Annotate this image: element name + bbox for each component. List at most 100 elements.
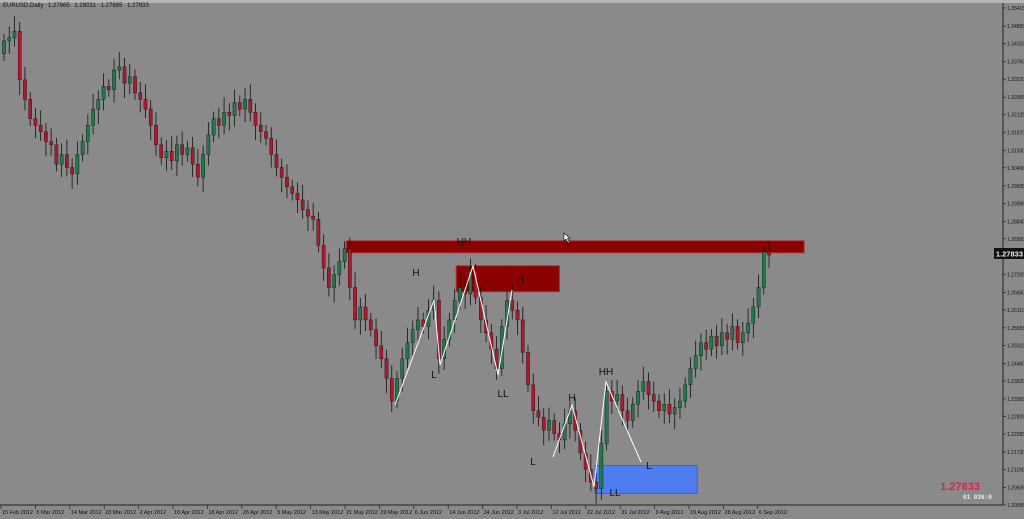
bull-candle-body bbox=[342, 248, 347, 262]
candle bbox=[33, 107, 38, 139]
bear-candle-body bbox=[70, 167, 74, 175]
bear-candle-body bbox=[44, 131, 48, 142]
bull-candle-body bbox=[175, 144, 179, 162]
bear-candle-body bbox=[264, 131, 268, 139]
bear-candle-body bbox=[258, 125, 263, 132]
bull-candle-body bbox=[127, 76, 132, 84]
bull-candle-body bbox=[96, 99, 101, 110]
bar-timer: 01 036:0 bbox=[963, 494, 992, 501]
candle bbox=[143, 84, 148, 119]
candle bbox=[222, 97, 226, 135]
candle bbox=[714, 325, 719, 359]
y-tick-label: 1.24460 bbox=[1007, 361, 1024, 367]
candle bbox=[662, 393, 667, 424]
candle bbox=[138, 81, 143, 113]
bull-candle-body bbox=[211, 118, 216, 136]
bear-candle-body bbox=[180, 144, 184, 155]
bear-candle-body bbox=[274, 154, 279, 168]
time-axis bbox=[0, 506, 1024, 519]
bear-candle-body bbox=[379, 345, 384, 360]
bear-candle-body bbox=[321, 245, 326, 269]
x-tick-label: 9 Aug 2012 bbox=[656, 510, 684, 516]
candle bbox=[730, 313, 735, 351]
swing-label: HH bbox=[457, 237, 471, 248]
bull-candle-body bbox=[337, 261, 342, 275]
bear-candle-body bbox=[594, 481, 598, 489]
candle bbox=[725, 323, 729, 355]
x-tick-label: 10 Apr 2012 bbox=[174, 510, 204, 516]
y-tick-label: 1.25555 bbox=[1007, 326, 1024, 332]
open-value: 1.27665 bbox=[48, 3, 70, 9]
candle bbox=[358, 297, 363, 335]
x-tick-label: 12 Jul 2012 bbox=[552, 510, 580, 516]
bear-candle-body bbox=[536, 410, 541, 418]
swing-label: H bbox=[568, 393, 575, 404]
bull-candle-body bbox=[91, 108, 95, 126]
candle bbox=[342, 241, 347, 269]
candle bbox=[180, 131, 184, 166]
candle bbox=[741, 321, 745, 356]
candle bbox=[248, 84, 253, 122]
bull-candle-body bbox=[405, 342, 410, 360]
y-tick-label: 1.34315 bbox=[1007, 42, 1024, 48]
candle bbox=[321, 234, 326, 281]
bull-candle-body bbox=[86, 125, 90, 142]
y-tick-label: 1.32665 bbox=[1007, 95, 1024, 101]
candle bbox=[300, 184, 305, 219]
bull-candle-body bbox=[693, 355, 698, 369]
candle bbox=[400, 347, 405, 392]
bear-candle-body bbox=[515, 309, 520, 321]
swing-label: L bbox=[530, 457, 536, 468]
bull-candle-body bbox=[332, 274, 336, 288]
candle bbox=[547, 407, 551, 442]
candle bbox=[327, 253, 331, 297]
candle bbox=[7, 26, 12, 54]
bear-candle-body bbox=[369, 319, 373, 330]
candle bbox=[164, 140, 169, 171]
candle bbox=[526, 345, 530, 392]
bull-candle-body bbox=[410, 329, 415, 343]
bull-candle-body bbox=[222, 112, 226, 126]
candle bbox=[44, 122, 48, 157]
bull-candle-body bbox=[741, 332, 745, 343]
swing-label: L bbox=[646, 461, 652, 472]
candle bbox=[631, 397, 635, 428]
top-bar bbox=[0, 0, 1024, 3]
candle bbox=[410, 320, 415, 358]
candle bbox=[316, 212, 321, 253]
y-tick-label: 1.29395 bbox=[1007, 201, 1024, 207]
candle bbox=[28, 92, 33, 126]
x-tick-label: 22 Jul 2012 bbox=[587, 510, 615, 516]
bear-candle-body bbox=[311, 215, 315, 220]
y-tick-label: 1.27205 bbox=[1007, 272, 1024, 278]
bear-candle-body bbox=[269, 138, 274, 155]
candle bbox=[641, 366, 646, 401]
y-tick-label: 1.29935 bbox=[1007, 184, 1024, 190]
candle bbox=[264, 124, 268, 146]
candle bbox=[258, 112, 263, 143]
candle bbox=[384, 349, 389, 394]
candle bbox=[117, 51, 122, 80]
bull-candle-body bbox=[2, 40, 6, 55]
candle bbox=[458, 272, 462, 310]
candle bbox=[2, 33, 6, 62]
bear-candle-body bbox=[526, 352, 530, 386]
x-tick-label: 6 Jun 2012 bbox=[415, 510, 442, 516]
x-tick-label: 18 Apr 2012 bbox=[208, 510, 238, 516]
bear-candle-body bbox=[725, 332, 729, 340]
bull-candle-body bbox=[636, 391, 640, 405]
symbol-label: EURUSD,Daily bbox=[3, 3, 44, 9]
candle bbox=[683, 377, 687, 409]
bear-candle-body bbox=[520, 319, 525, 353]
bear-candle-body bbox=[49, 141, 53, 145]
y-tick-label: 1.33760 bbox=[1007, 60, 1024, 66]
bull-candle-body bbox=[615, 394, 619, 402]
candle bbox=[253, 103, 258, 141]
bull-candle-body bbox=[631, 404, 635, 421]
bear-candle-body bbox=[23, 79, 27, 100]
candle bbox=[38, 110, 43, 141]
candle bbox=[709, 329, 714, 357]
bear-candle-body bbox=[657, 400, 661, 411]
x-tick-label: 14 Jun 2012 bbox=[449, 510, 479, 516]
